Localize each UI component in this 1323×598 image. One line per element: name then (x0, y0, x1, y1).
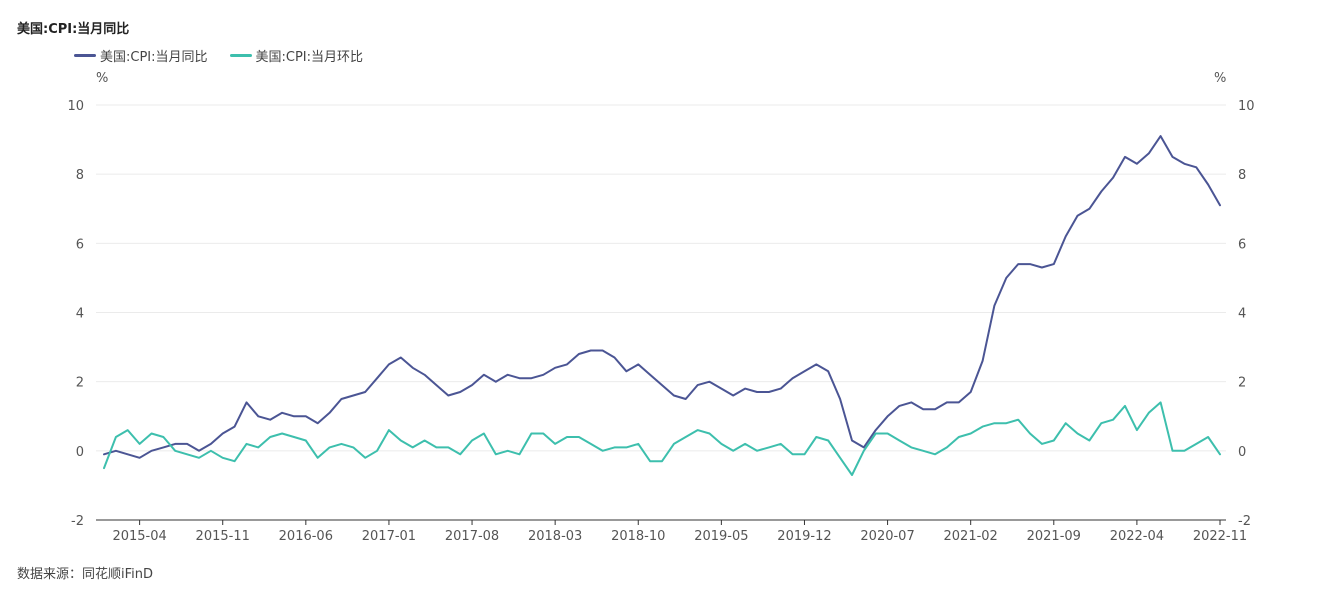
y-tick-label-right: 8 (1238, 168, 1246, 183)
x-tick-label: 2017-08 (445, 529, 499, 544)
x-tick-label: 2015-04 (112, 529, 166, 544)
right-axis-unit: % (1214, 71, 1226, 86)
chart-title: 美国:CPI:当月同比 (17, 22, 130, 37)
y-tick-label-right: 10 (1238, 99, 1255, 114)
legend-label-mom: 美国:CPI:当月环比 (255, 50, 364, 65)
x-tick-label: 2021-09 (1027, 529, 1081, 544)
y-tick-label-right: 0 (1238, 445, 1246, 460)
y-tick-label-left: 6 (76, 237, 84, 252)
y-tick-label-right: -2 (1238, 514, 1251, 529)
x-tick-label: 2016-06 (279, 529, 333, 544)
y-tick-label-left: 0 (76, 445, 84, 460)
y-tick-label-left: 2 (76, 376, 84, 391)
x-tick-label: 2022-11 (1193, 529, 1247, 544)
grid (96, 104, 1226, 452)
y-tick-label-left: -2 (71, 514, 84, 529)
series-line-yoy (103, 135, 1221, 459)
y-tick-label-left: 10 (67, 99, 84, 114)
x-axis: 2015-04 2015-11 2016-06 2017-01 2017-08 2018-… (96, 519, 1247, 544)
legend-item-mom[interactable]: 美国:CPI:当月环比 (229, 46, 364, 65)
left-y-axis: -2 0 2 4 6 8 10 (67, 99, 84, 529)
x-tick-label: 2020-07 (860, 529, 914, 544)
y-tick-label-right: 2 (1238, 376, 1246, 391)
y-tick-label-left: 4 (76, 307, 84, 322)
data-source: 数据来源：同花顺iFinD (17, 567, 154, 582)
legend-swatch-yoy (74, 54, 96, 57)
right-y-axis: -2 0 2 4 6 8 10 (1238, 99, 1255, 529)
y-tick-label-left: 8 (76, 168, 84, 183)
x-tick-label: 2018-10 (611, 529, 665, 544)
y-tick-label-right: 6 (1238, 237, 1246, 252)
x-tick-label: 2019-12 (777, 529, 831, 544)
series-line-mom (103, 401, 1221, 476)
legend-item-yoy[interactable]: 美国:CPI:当月同比 (74, 46, 208, 65)
left-axis-unit: % (96, 71, 108, 86)
x-tick-label: 2015-11 (196, 529, 250, 544)
legend: 美国:CPI:当月同比 美国:CPI:当月环比 (74, 46, 363, 65)
x-tick-label: 2021-02 (944, 529, 998, 544)
x-tick-label: 2019-05 (694, 529, 748, 544)
legend-label-yoy: 美国:CPI:当月同比 (100, 50, 208, 65)
x-tick-label: 2017-01 (362, 529, 416, 544)
y-tick-label-right: 4 (1238, 307, 1246, 322)
series-lines (103, 135, 1221, 476)
legend-swatch-mom (229, 54, 252, 57)
x-tick-label: 2018-03 (528, 529, 582, 544)
x-tick-label: 2022-04 (1110, 529, 1164, 544)
